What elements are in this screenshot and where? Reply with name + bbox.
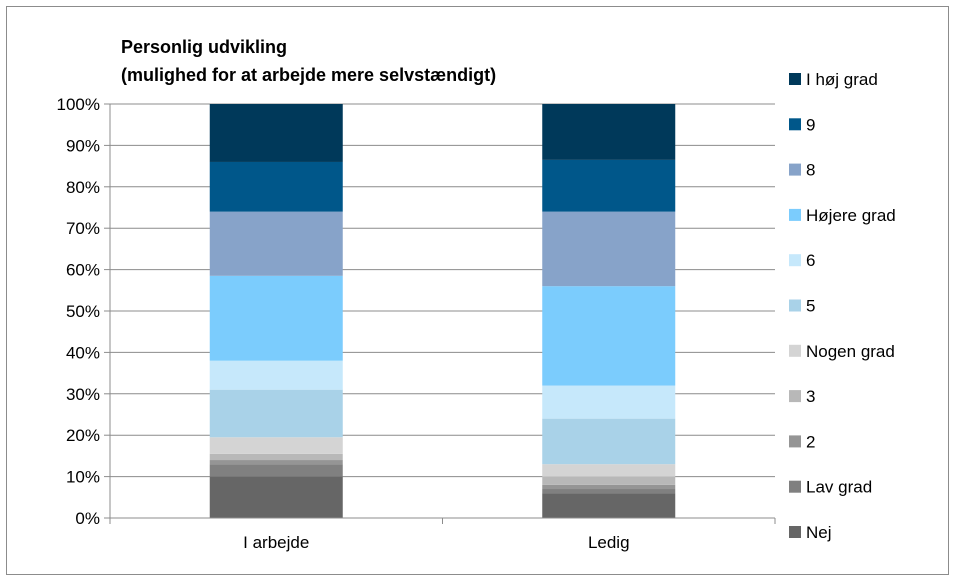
legend-swatch (789, 480, 801, 493)
chart-title-line-1: Personlig udvikling (121, 37, 287, 57)
y-tick-label: 30% (66, 385, 100, 404)
legend-item: Nej (789, 523, 832, 542)
legend-label: Nej (806, 523, 832, 542)
legend-swatch (789, 163, 801, 176)
bar-segment (542, 489, 676, 494)
legend-item: 6 (789, 251, 815, 270)
bar-segment (209, 460, 343, 465)
legend-label: Lav grad (806, 478, 872, 497)
legend-swatch (789, 299, 801, 312)
legend-label: 9 (806, 115, 815, 134)
bar-segment (542, 476, 676, 485)
y-tick-label: 20% (66, 426, 100, 445)
stacked-bar-chart: Personlig udvikling (mulighed for at arb… (57, 37, 896, 552)
legend-swatch (789, 254, 801, 267)
bar-segment (542, 385, 676, 419)
legend-swatch (789, 73, 801, 85)
chart-title-line-2: (mulighed for at arbejde mere selvstændi… (121, 65, 496, 85)
bar-segment (209, 360, 343, 390)
legend-label: I høj grad (806, 70, 878, 89)
legend-swatch (789, 344, 801, 357)
chart-frame: Personlig udvikling (mulighed for at arb… (6, 6, 949, 575)
legend: I høj grad 9 8 Højere grad 6 5 Nogen grad 3 2 Lav… (789, 70, 896, 542)
y-tick-label: 80% (66, 178, 100, 197)
bar-segment (209, 211, 343, 276)
bar-segment (209, 476, 343, 518)
legend-swatch (789, 435, 801, 448)
y-tick-label: 40% (66, 343, 100, 362)
y-tick-label: 60% (66, 261, 100, 280)
legend-label: 6 (806, 251, 815, 270)
y-tick-label: 50% (66, 302, 100, 321)
bar-segment (209, 389, 343, 438)
legend-label: 2 (806, 432, 815, 451)
y-tick-label: 0% (75, 509, 100, 528)
bar-segment (209, 437, 343, 454)
legend-label: 8 (806, 161, 815, 180)
bars (209, 104, 676, 518)
bar-segment (542, 493, 676, 518)
axes: 0% 10% 20% 30% 40% 50% 60% 70% 80% 90% 100% I arbej… (57, 95, 776, 552)
x-category-label: Ledig (588, 533, 630, 552)
legend-item: Nogen grad (789, 342, 895, 361)
bar-segment (209, 453, 343, 461)
bar-segment (209, 104, 343, 162)
legend-label: Højere grad (806, 206, 896, 225)
bar-segment (209, 464, 343, 477)
legend-label: Nogen grad (806, 342, 895, 361)
legend-item: 3 (789, 387, 815, 406)
bar-segment (542, 286, 676, 386)
legend-item: 8 (789, 161, 815, 180)
legend-swatch (789, 208, 801, 221)
bar-segment (209, 161, 343, 212)
y-tick-label: 90% (66, 136, 100, 155)
bar-segment (542, 104, 676, 160)
legend-item: Højere grad (789, 206, 896, 225)
legend-item: 2 (789, 432, 815, 451)
y-tick-label: 70% (66, 219, 100, 238)
legend-swatch (789, 390, 801, 403)
bar-segment (542, 159, 676, 212)
legend-item: 5 (789, 297, 815, 316)
legend-item: I høj grad (789, 70, 878, 89)
bar-segment (542, 418, 676, 465)
bar-segment (542, 484, 676, 490)
bar-segment (542, 211, 676, 287)
bar-segment (209, 275, 343, 361)
x-category-label: I arbejde (243, 533, 309, 552)
y-tick-label: 10% (66, 468, 100, 487)
legend-item: 9 (789, 115, 815, 134)
chart-title: Personlig udvikling (mulighed for at arb… (121, 37, 496, 85)
legend-label: 3 (806, 387, 815, 406)
legend-swatch (789, 526, 801, 538)
y-tick-label: 100% (57, 95, 100, 114)
legend-item: Lav grad (789, 478, 872, 497)
legend-label: 5 (806, 297, 815, 316)
bar-segment (542, 464, 676, 477)
legend-swatch (789, 118, 801, 131)
